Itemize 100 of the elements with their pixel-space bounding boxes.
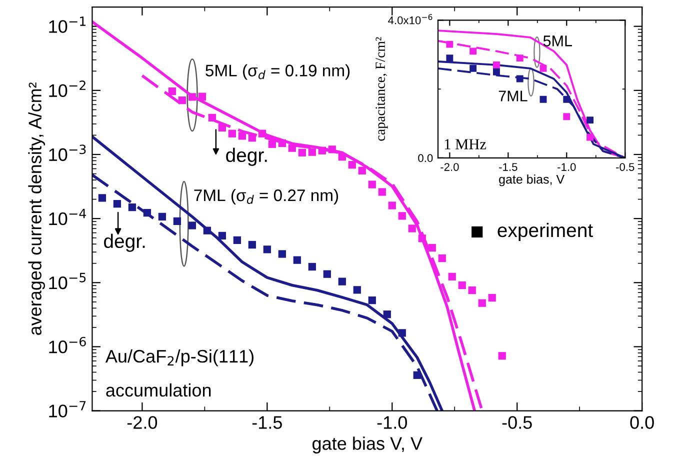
x-axis-title: gate bias V, V xyxy=(312,436,422,454)
annotation: Au/CaF$_{2}$/p-Si(111) xyxy=(105,349,254,366)
point xyxy=(188,222,196,230)
point xyxy=(516,54,524,62)
point xyxy=(208,114,216,122)
point xyxy=(238,132,246,140)
point xyxy=(383,310,391,318)
annotation: 5ML (σ$_{d}$ = 0.19 nm) xyxy=(206,64,350,80)
y-tick-label: 10$^{−1}$ xyxy=(49,16,86,33)
point xyxy=(413,371,421,379)
point xyxy=(448,272,456,280)
point xyxy=(98,194,106,202)
point xyxy=(516,75,524,82)
point xyxy=(328,146,336,154)
point xyxy=(158,212,166,220)
y-tick-label: 10$^{−5}$ xyxy=(49,272,86,290)
point xyxy=(228,130,236,138)
annotation: degr. xyxy=(226,148,267,166)
point xyxy=(446,54,454,62)
point xyxy=(128,203,136,212)
point xyxy=(168,87,176,96)
point xyxy=(318,146,326,154)
x-axis-title: gate bias, V xyxy=(499,174,565,186)
point xyxy=(540,96,547,103)
point xyxy=(278,139,286,148)
y-tick-label: 10$^{−3}$ xyxy=(49,144,86,162)
point xyxy=(470,48,477,55)
point xyxy=(288,144,296,152)
point xyxy=(492,61,500,68)
point xyxy=(248,240,256,249)
x-tick-label: 0.0 xyxy=(630,416,654,429)
x-tick-label: -0.5 xyxy=(616,163,634,171)
point xyxy=(438,254,446,262)
point xyxy=(233,236,241,244)
point xyxy=(218,124,226,132)
point xyxy=(263,246,271,254)
annotation: 7ML xyxy=(498,90,528,102)
annotation: accumulation xyxy=(106,383,211,397)
point xyxy=(488,294,496,302)
point xyxy=(203,226,211,234)
annotation: degr. xyxy=(104,234,145,252)
point xyxy=(368,296,376,304)
point xyxy=(498,352,506,360)
point xyxy=(338,278,346,286)
x-tick-label: -1.0 xyxy=(377,416,407,429)
point xyxy=(113,200,122,208)
point xyxy=(268,140,276,148)
point xyxy=(586,116,594,124)
x-tick-label: -1.5 xyxy=(252,416,282,429)
y-tick-label: 10$^{−7}$ xyxy=(49,401,86,418)
annotation: 1 MHz xyxy=(444,139,486,150)
annotation: 7ML (σ$_{d}$ = 0.27 nm) xyxy=(194,188,338,204)
point xyxy=(188,93,196,101)
point xyxy=(428,244,436,252)
point xyxy=(278,250,286,258)
point xyxy=(398,212,406,220)
point xyxy=(308,262,316,271)
point xyxy=(563,113,570,120)
point xyxy=(358,166,366,174)
point xyxy=(388,202,396,210)
point xyxy=(178,96,186,104)
point xyxy=(348,160,356,169)
point xyxy=(338,152,346,161)
point xyxy=(408,224,416,232)
x-tick-label: -2.0 xyxy=(440,163,459,171)
point xyxy=(173,217,182,226)
point xyxy=(492,68,500,76)
point xyxy=(398,329,406,337)
point xyxy=(586,134,594,141)
y-tick-label: 10$^{−6}$ xyxy=(49,336,86,354)
x-tick-label: -2.0 xyxy=(127,416,158,429)
annotation: experiment xyxy=(498,222,593,241)
point xyxy=(446,40,454,48)
x-tick-label: -1.5 xyxy=(499,163,518,171)
point xyxy=(308,148,316,156)
point xyxy=(218,232,226,240)
x-tick-label: -0.5 xyxy=(502,416,532,429)
y-axis-title: averaged current density, A/cm² xyxy=(28,82,46,335)
y-tick-label: 10$^{−4}$ xyxy=(49,208,86,226)
point xyxy=(248,134,256,142)
point xyxy=(378,188,386,196)
y-tick-label: 4.0x10$^{−6}$ xyxy=(388,14,432,24)
point xyxy=(353,286,361,294)
point xyxy=(293,256,301,264)
y-axis-title: capacitance, F/cm² xyxy=(376,37,388,141)
point xyxy=(298,148,306,156)
annotation: 5ML xyxy=(543,36,572,46)
point xyxy=(418,234,426,242)
y-tick-label: 10$^{−2}$ xyxy=(49,80,86,97)
point xyxy=(323,270,331,278)
point xyxy=(470,64,477,72)
point xyxy=(468,286,476,294)
point xyxy=(143,208,152,217)
x-tick-label: -1.0 xyxy=(558,163,576,171)
point xyxy=(563,96,570,103)
point xyxy=(540,64,547,72)
point xyxy=(458,281,466,290)
point xyxy=(198,92,206,100)
point xyxy=(478,299,486,307)
point xyxy=(258,130,266,138)
